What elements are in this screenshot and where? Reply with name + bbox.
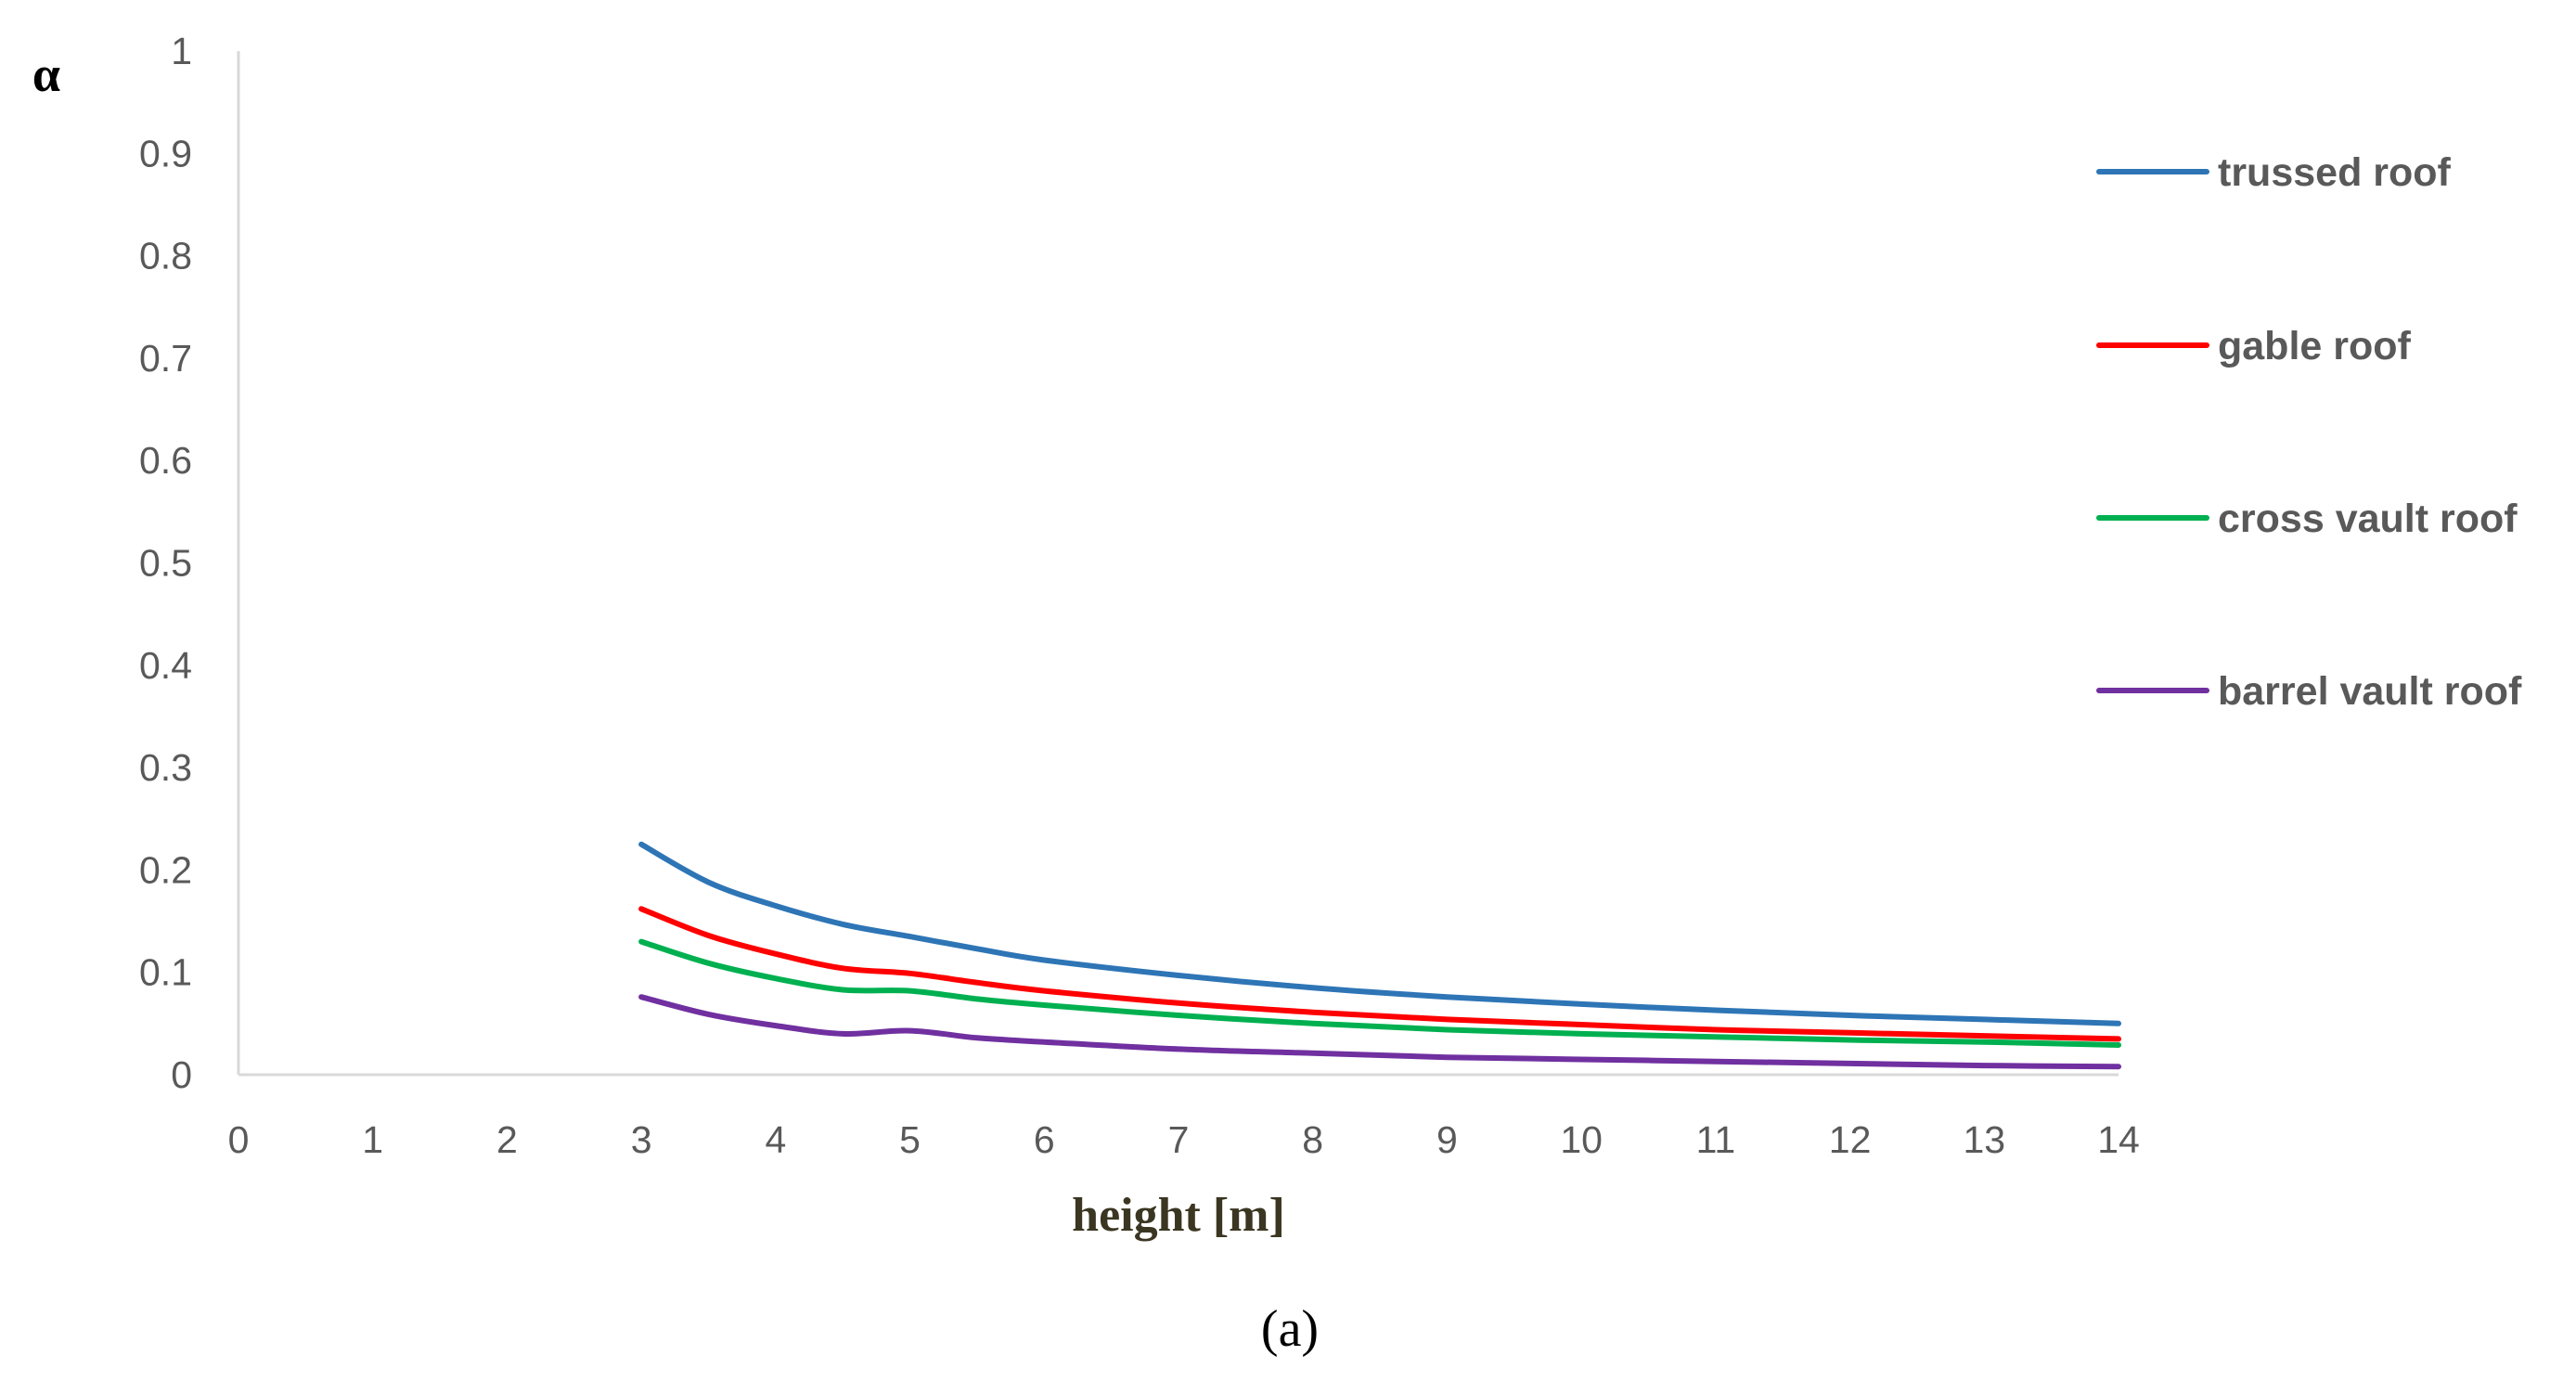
x-tick-label: 2: [496, 1118, 518, 1161]
series-line-cross-vault-roof: [638, 938, 2121, 1048]
y-tick-label: 0.4: [139, 644, 192, 687]
y-axis-tick-labels: 0 0.1 0.2 0.3 0.4 0.5 0.6 0.7 0.8 0.9 1: [139, 30, 192, 1096]
x-tick-label: 11: [1696, 1118, 1736, 1161]
y-tick-label: 1: [171, 30, 192, 72]
legend-label-barrel-vault-roof: barrel vault roof: [2218, 669, 2522, 714]
y-axis-label: α: [32, 46, 60, 102]
y-tick-label: 0.3: [139, 746, 192, 789]
x-axis-tick-labels: 0 1 2 3 4 5 6 7 8 9 10 11 12 13 14: [228, 1118, 2140, 1161]
y-tick-label: 0.1: [139, 951, 192, 994]
y-tick-label: 0.2: [139, 848, 192, 891]
y-tick-label: 0.5: [139, 542, 192, 585]
series-line-gable-roof: [638, 906, 2121, 1042]
series-line-trussed-roof: [638, 841, 2121, 1026]
x-tick-label: 10: [1560, 1118, 1603, 1161]
x-axis-label: height [m]: [1072, 1189, 1285, 1242]
x-tick-label: 4: [765, 1118, 786, 1161]
x-tick-label: 13: [1963, 1118, 2005, 1161]
y-tick-label: 0.7: [139, 337, 192, 380]
panel-label: (a): [1261, 1300, 1319, 1358]
y-tick-label: 0: [171, 1053, 192, 1096]
x-tick-label: 5: [899, 1118, 921, 1161]
y-tick-label: 0.8: [139, 235, 192, 277]
legend: trussed roof gable roof cross vault roof ba…: [2096, 150, 2522, 714]
legend-label-gable-roof: gable roof: [2218, 324, 2412, 368]
x-tick-label: 8: [1302, 1118, 1323, 1161]
legend-label-trussed-roof: trussed roof: [2218, 150, 2452, 195]
x-tick-label: 3: [631, 1118, 652, 1161]
y-tick-label: 0.6: [139, 439, 192, 482]
series-line-barrel-vault-roof: [638, 994, 2121, 1070]
x-tick-label: 1: [362, 1118, 383, 1161]
y-tick-label: 0.9: [139, 132, 192, 174]
x-tick-label: 6: [1034, 1118, 1055, 1161]
x-tick-label: 14: [2097, 1118, 2140, 1161]
x-tick-label: 9: [1436, 1118, 1458, 1161]
legend-label-cross-vault-roof: cross vault roof: [2218, 497, 2518, 541]
x-tick-label: 0: [228, 1118, 250, 1161]
x-tick-label: 7: [1168, 1118, 1190, 1161]
x-tick-label: 12: [1829, 1118, 1872, 1161]
series-lines: [638, 841, 2121, 1070]
